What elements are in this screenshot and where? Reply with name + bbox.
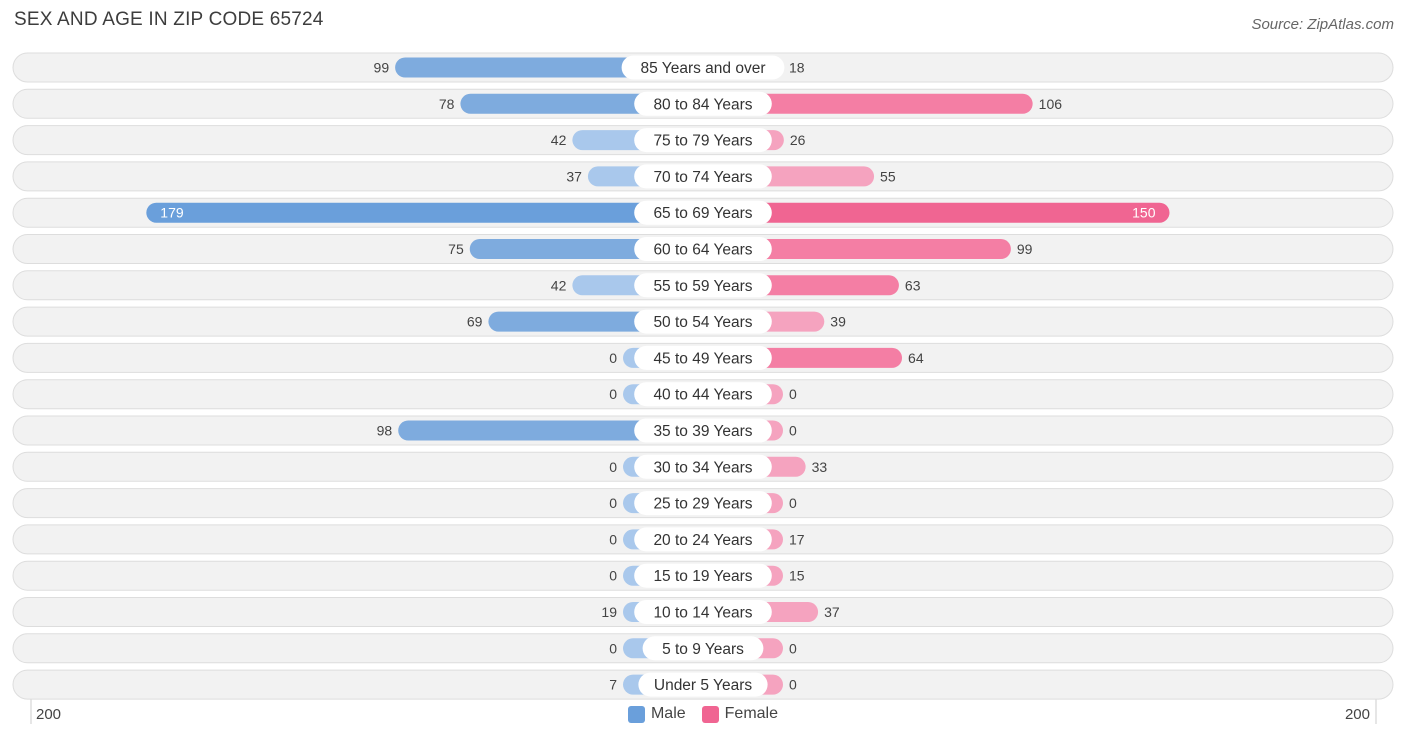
category-label: Under 5 Years [654, 677, 752, 694]
chart-title: SEX AND AGE IN ZIP CODE 65724 [14, 9, 324, 30]
category-label: 65 to 69 Years [653, 205, 752, 222]
value-label-female: 99 [1017, 241, 1033, 257]
bar-female [703, 202, 1170, 223]
value-label-male: 0 [609, 495, 617, 511]
value-label-male: 42 [551, 277, 567, 293]
value-label-female: 39 [830, 314, 846, 330]
category-label: 60 to 64 Years [653, 242, 752, 259]
category-label: 80 to 84 Years [653, 96, 752, 113]
legend: Male Female [0, 705, 1406, 723]
value-label-female: 17 [789, 531, 805, 547]
category-label-pill [634, 418, 772, 443]
category-label-pill [634, 563, 772, 588]
category-label-pill [642, 636, 764, 661]
category-label-pill [634, 345, 772, 370]
value-label-female: 63 [905, 277, 921, 293]
category-label-pill [634, 491, 772, 516]
bar-female [703, 239, 1011, 259]
value-label-female: 0 [789, 423, 797, 439]
category-label: 5 to 9 Years [662, 641, 744, 658]
value-label-female: 18 [789, 60, 805, 76]
category-label-pill [634, 527, 772, 552]
category-label: 55 to 59 Years [653, 278, 752, 295]
value-label-female: 15 [789, 568, 805, 584]
value-label-female: 0 [789, 640, 797, 656]
category-label: 25 to 29 Years [653, 496, 752, 513]
value-label-female: 64 [908, 350, 924, 366]
value-label-male: 98 [377, 423, 393, 439]
axis-right-max-label: 200 [1344, 706, 1370, 723]
category-label-pill [634, 454, 772, 479]
value-label-male: 7 [609, 677, 617, 693]
value-label-male: 0 [609, 350, 617, 366]
category-label: 15 to 19 Years [653, 568, 752, 585]
value-label-female: 33 [812, 459, 828, 475]
value-label-female: 150 [1132, 205, 1156, 221]
value-label-male: 75 [448, 241, 464, 257]
legend-swatch-female [701, 705, 719, 723]
value-label-female: 106 [1039, 96, 1063, 112]
category-label-pill [634, 600, 772, 624]
category-label-pill [634, 382, 772, 407]
category-label-pill [621, 55, 785, 80]
value-label-male: 0 [609, 531, 617, 547]
category-label: 40 to 44 Years [653, 387, 752, 404]
category-label: 10 to 14 Years [653, 605, 752, 622]
value-label-male: 37 [566, 168, 582, 184]
category-label: 30 to 34 Years [653, 459, 752, 476]
category-label-pill [634, 200, 772, 225]
category-label: 35 to 39 Years [653, 423, 752, 440]
category-label: 85 Years and over [641, 60, 766, 77]
value-label-male: 0 [609, 386, 617, 402]
value-label-female: 26 [790, 132, 806, 148]
category-label: 50 to 54 Years [653, 314, 752, 331]
value-label-female: 37 [824, 604, 840, 620]
category-label: 45 to 49 Years [653, 350, 752, 367]
legend-item-male[interactable]: Male [627, 705, 686, 723]
legend-label-female: Female [724, 705, 779, 722]
category-label: 20 to 24 Years [653, 532, 752, 549]
value-label-female: 0 [789, 495, 797, 511]
value-label-male: 0 [609, 640, 617, 656]
source-credit: Source: ZipAtlas.com [1251, 16, 1394, 33]
value-label-male: 78 [439, 96, 455, 112]
axis-left-max-label: 200 [36, 706, 62, 723]
bar-male [146, 202, 703, 223]
category-label-pill [634, 128, 772, 153]
category-label-pill [634, 91, 772, 116]
category-label: 70 to 74 Years [653, 169, 752, 186]
category-label-pill [638, 672, 768, 697]
bar-male [398, 420, 703, 441]
bar-female [703, 93, 1033, 114]
category-label-pill [634, 309, 772, 334]
legend-label-male: Male [650, 705, 686, 722]
legend-swatch-male [627, 705, 645, 723]
legend-item-female[interactable]: Female [701, 705, 779, 723]
category-label-pill [634, 164, 772, 189]
value-label-female: 0 [789, 677, 797, 693]
value-label-male: 42 [551, 132, 567, 148]
category-label: 75 to 79 Years [653, 133, 752, 150]
value-label-male: 69 [467, 314, 483, 330]
value-label-female: 55 [880, 168, 896, 184]
value-label-male: 99 [374, 60, 390, 76]
value-label-male: 0 [609, 459, 617, 475]
category-label-pill [634, 273, 772, 298]
value-label-male: 19 [601, 604, 617, 620]
value-label-male: 179 [160, 205, 184, 221]
value-label-female: 0 [789, 386, 797, 402]
value-label-male: 0 [609, 568, 617, 584]
category-label-pill [634, 237, 772, 261]
